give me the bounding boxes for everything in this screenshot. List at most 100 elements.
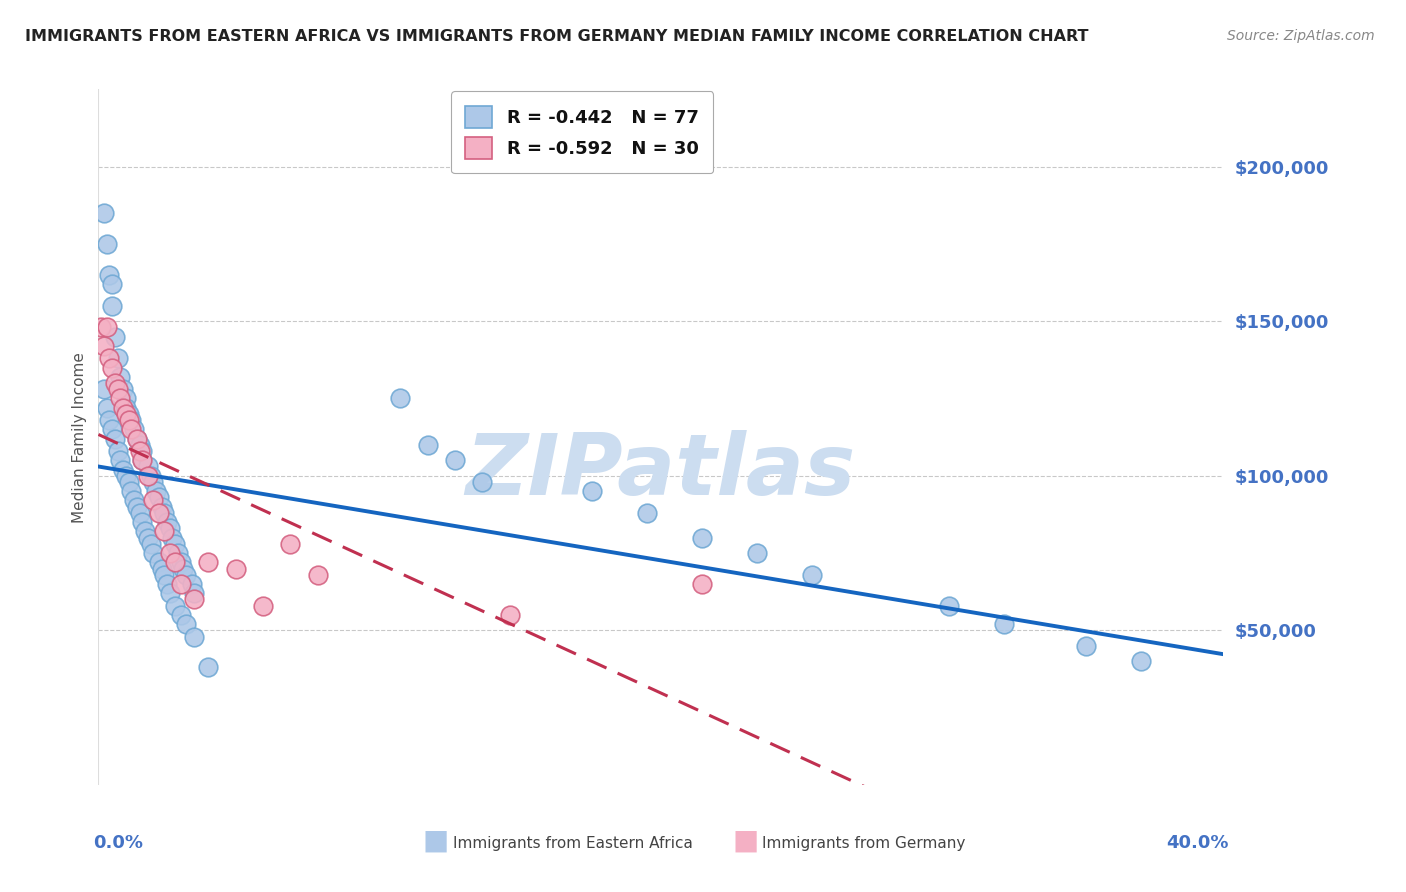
Point [110, 453, 132, 467]
Point [153, 567, 176, 582]
Point [174, 567, 197, 582]
Point [120, 422, 142, 436]
Point [115, 392, 138, 406]
Point [112, 401, 135, 415]
Point [636, 506, 658, 520]
Point [159, 586, 181, 600]
Point [183, 630, 205, 644]
Point [142, 475, 165, 489]
Point [128, 438, 150, 452]
Point [307, 567, 329, 582]
Text: ■: ■ [733, 827, 758, 855]
Point [117, 413, 139, 427]
Point [690, 577, 713, 591]
Point [800, 567, 823, 582]
Point [101, 360, 124, 375]
Point [125, 500, 148, 514]
Point [150, 500, 173, 514]
Point [122, 422, 145, 436]
Point [98, 413, 121, 427]
Point [225, 561, 247, 575]
Point [159, 521, 181, 535]
Point [134, 524, 156, 539]
Point [183, 586, 205, 600]
Point [131, 453, 153, 467]
Point [107, 351, 129, 366]
Point [167, 546, 190, 560]
Point [197, 555, 219, 569]
Point [131, 444, 153, 458]
Point [471, 475, 494, 489]
Point [93, 206, 115, 220]
Point [104, 432, 127, 446]
Legend: R = -0.442   N = 77, R = -0.592   N = 30: R = -0.442 N = 77, R = -0.592 N = 30 [451, 91, 713, 173]
Point [745, 546, 768, 560]
Text: IMMIGRANTS FROM EASTERN AFRICA VS IMMIGRANTS FROM GERMANY MEDIAN FAMILY INCOME C: IMMIGRANTS FROM EASTERN AFRICA VS IMMIGR… [25, 29, 1088, 44]
Text: 40.0%: 40.0% [1167, 834, 1229, 852]
Point [139, 537, 162, 551]
Point [125, 432, 148, 446]
Point [131, 453, 153, 467]
Point [993, 617, 1015, 632]
Point [156, 577, 179, 591]
Text: Immigrants from Eastern Africa: Immigrants from Eastern Africa [453, 836, 693, 851]
Point [101, 277, 124, 291]
Text: Immigrants from Germany: Immigrants from Germany [762, 836, 966, 851]
Point [139, 468, 162, 483]
Point [153, 506, 176, 520]
Point [156, 515, 179, 529]
Text: Source: ZipAtlas.com: Source: ZipAtlas.com [1227, 29, 1375, 43]
Text: ZIPatlas: ZIPatlas [465, 430, 856, 514]
Point [104, 329, 127, 343]
Point [1129, 654, 1152, 668]
Point [128, 444, 150, 458]
Point [581, 484, 603, 499]
Point [112, 462, 135, 476]
Point [110, 369, 132, 384]
Point [120, 484, 142, 499]
Point [117, 475, 139, 489]
Point [153, 524, 176, 539]
Point [165, 555, 187, 569]
Point [136, 459, 159, 474]
Point [280, 537, 302, 551]
Point [197, 660, 219, 674]
Point [115, 407, 138, 421]
Point [117, 407, 139, 421]
Point [142, 546, 165, 560]
Point [148, 506, 170, 520]
Point [170, 607, 193, 622]
Point [115, 401, 138, 415]
Point [112, 382, 135, 396]
Point [183, 592, 205, 607]
Point [938, 599, 960, 613]
Point [104, 376, 127, 390]
Point [172, 561, 194, 575]
Point [690, 531, 713, 545]
Point [90, 320, 112, 334]
Point [98, 351, 121, 366]
Point [107, 444, 129, 458]
Point [444, 453, 467, 467]
Point [93, 339, 115, 353]
Point [159, 546, 181, 560]
Point [165, 537, 187, 551]
Point [101, 299, 124, 313]
Point [180, 577, 202, 591]
Point [1074, 639, 1097, 653]
Point [128, 506, 150, 520]
Point [107, 382, 129, 396]
Point [101, 422, 124, 436]
Point [136, 531, 159, 545]
Point [162, 531, 184, 545]
Point [136, 468, 159, 483]
Point [96, 401, 118, 415]
Point [416, 438, 439, 452]
Point [148, 491, 170, 505]
Point [142, 493, 165, 508]
Point [499, 607, 522, 622]
Point [145, 484, 167, 499]
Point [150, 561, 173, 575]
Point [98, 268, 121, 282]
Point [125, 432, 148, 446]
